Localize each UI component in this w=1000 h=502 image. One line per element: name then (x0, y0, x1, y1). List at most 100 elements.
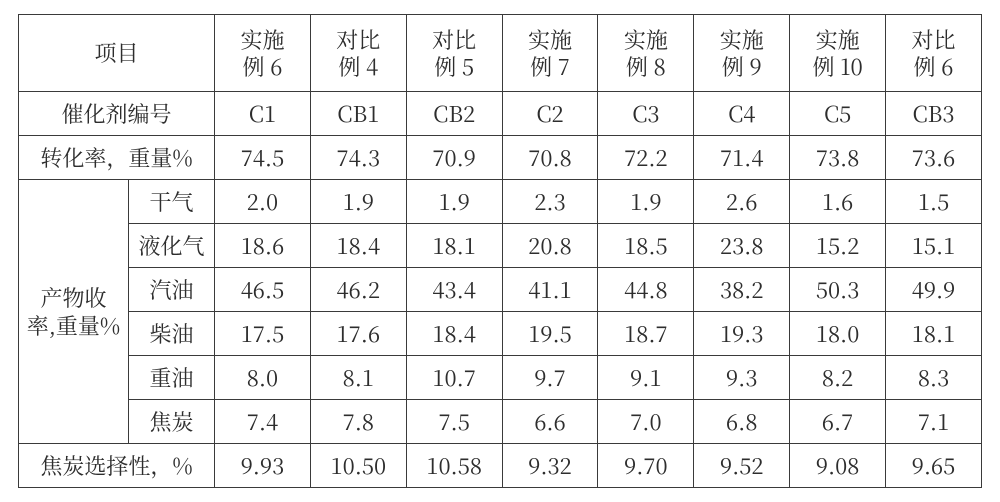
cell: 9.08 (790, 444, 886, 488)
row-label-coke-selectivity: 焦炭选择性，% (19, 444, 215, 488)
cell: 9.93 (215, 444, 311, 488)
cell: 46.5 (215, 268, 311, 312)
table-row: 催化剂编号 C1 CB1 CB2 C2 C3 C4 C5 CB3 (19, 92, 982, 136)
cell: 7.0 (598, 400, 694, 444)
col-header: 实施例 7 (502, 15, 598, 92)
cell: 19.5 (502, 312, 598, 356)
cell: 18.5 (598, 224, 694, 268)
col-header: 对比例 6 (886, 15, 982, 92)
table-row: 焦炭选择性，% 9.93 10.50 10.58 9.32 9.70 9.52 … (19, 444, 982, 488)
cell: 38.2 (694, 268, 790, 312)
table-row: 柴油 17.5 17.6 18.4 19.5 18.7 19.3 18.0 18… (19, 312, 982, 356)
cell: 7.1 (886, 400, 982, 444)
cell: 7.5 (406, 400, 502, 444)
cell: 1.6 (790, 180, 886, 224)
cell: 1.5 (886, 180, 982, 224)
table-row: 汽油 46.5 46.2 43.4 41.1 44.8 38.2 50.3 49… (19, 268, 982, 312)
cell: 2.3 (502, 180, 598, 224)
row-sublabel: 焦炭 (129, 400, 215, 444)
cell: 23.8 (694, 224, 790, 268)
cell: C1 (215, 92, 311, 136)
cell: 41.1 (502, 268, 598, 312)
cell: 9.1 (598, 356, 694, 400)
cell: 10.50 (310, 444, 406, 488)
cell: 20.8 (502, 224, 598, 268)
cell: 70.8 (502, 136, 598, 180)
cell: 18.1 (406, 224, 502, 268)
cell: 73.8 (790, 136, 886, 180)
cell: C5 (790, 92, 886, 136)
table-row: 焦炭 7.4 7.8 7.5 6.6 7.0 6.8 6.7 7.1 (19, 400, 982, 444)
cell: 1.9 (310, 180, 406, 224)
cell: 7.8 (310, 400, 406, 444)
row-sublabel: 汽油 (129, 268, 215, 312)
cell: 2.6 (694, 180, 790, 224)
table-row: 重油 8.0 8.1 10.7 9.7 9.1 9.3 8.2 8.3 (19, 356, 982, 400)
cell: 74.5 (215, 136, 311, 180)
cell: 18.6 (215, 224, 311, 268)
cell: 70.9 (406, 136, 502, 180)
row-sublabel: 液化气 (129, 224, 215, 268)
page: 项目 实施例 6 对比例 4 对比例 5 实施例 7 实施例 8 实施例 9 实… (0, 0, 1000, 502)
cell: 18.4 (310, 224, 406, 268)
row-sublabel: 重油 (129, 356, 215, 400)
cell: 18.7 (598, 312, 694, 356)
cell: 9.7 (502, 356, 598, 400)
cell: 74.3 (310, 136, 406, 180)
col-header: 对比例 5 (406, 15, 502, 92)
row-sublabel: 干气 (129, 180, 215, 224)
cell: 8.0 (215, 356, 311, 400)
cell: 18.1 (886, 312, 982, 356)
cell: CB3 (886, 92, 982, 136)
table-row: 液化气 18.6 18.4 18.1 20.8 18.5 23.8 15.2 1… (19, 224, 982, 268)
cell: CB1 (310, 92, 406, 136)
row-label-conversion: 转化率，重量% (19, 136, 215, 180)
cell: 73.6 (886, 136, 982, 180)
cell: 6.7 (790, 400, 886, 444)
cell: 1.9 (406, 180, 502, 224)
cell: 9.3 (694, 356, 790, 400)
col-header: 实施例 9 (694, 15, 790, 92)
table-row: 产物收 率,重量% 干气 2.0 1.9 1.9 2.3 1.9 2.6 1.6… (19, 180, 982, 224)
cell: 15.1 (886, 224, 982, 268)
col-header: 对比例 4 (310, 15, 406, 92)
cell: 46.2 (310, 268, 406, 312)
cell: 49.9 (886, 268, 982, 312)
cell: 9.65 (886, 444, 982, 488)
cell: 1.9 (598, 180, 694, 224)
cell: CB2 (406, 92, 502, 136)
cell: 8.2 (790, 356, 886, 400)
cell: 8.1 (310, 356, 406, 400)
cell: C4 (694, 92, 790, 136)
cell: C2 (502, 92, 598, 136)
cell: 7.4 (215, 400, 311, 444)
cell: 17.5 (215, 312, 311, 356)
cell: 72.2 (598, 136, 694, 180)
row-group-yield: 产物收 率,重量% (19, 180, 129, 444)
col-header: 实施例 6 (215, 15, 311, 92)
cell: 50.3 (790, 268, 886, 312)
cell: 43.4 (406, 268, 502, 312)
header-main: 项目 (19, 15, 215, 92)
cell: 10.58 (406, 444, 502, 488)
cell: C3 (598, 92, 694, 136)
cell: 15.2 (790, 224, 886, 268)
cell: 18.4 (406, 312, 502, 356)
row-label-catalyst: 催化剂编号 (19, 92, 215, 136)
table-row: 转化率，重量% 74.5 74.3 70.9 70.8 72.2 71.4 73… (19, 136, 982, 180)
cell: 9.52 (694, 444, 790, 488)
cell: 44.8 (598, 268, 694, 312)
cell: 8.3 (886, 356, 982, 400)
cell: 10.7 (406, 356, 502, 400)
col-header: 实施例 8 (598, 15, 694, 92)
cell: 19.3 (694, 312, 790, 356)
cell: 18.0 (790, 312, 886, 356)
cell: 9.32 (502, 444, 598, 488)
col-header: 实施例 10 (790, 15, 886, 92)
data-table: 项目 实施例 6 对比例 4 对比例 5 实施例 7 实施例 8 实施例 9 实… (18, 14, 982, 488)
cell: 6.6 (502, 400, 598, 444)
cell: 17.6 (310, 312, 406, 356)
cell: 71.4 (694, 136, 790, 180)
header-row: 项目 实施例 6 对比例 4 对比例 5 实施例 7 实施例 8 实施例 9 实… (19, 15, 982, 92)
row-sublabel: 柴油 (129, 312, 215, 356)
